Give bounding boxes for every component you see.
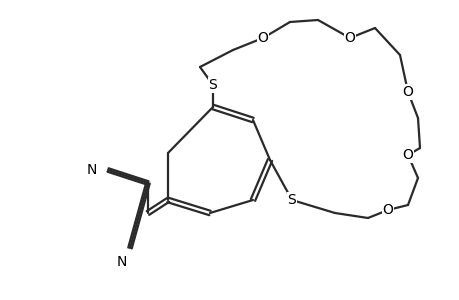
Text: O: O — [402, 85, 413, 99]
Text: O: O — [402, 148, 413, 162]
Text: S: S — [287, 193, 296, 207]
Text: N: N — [87, 163, 97, 177]
Text: O: O — [382, 203, 392, 217]
Text: O: O — [257, 31, 268, 45]
Text: S: S — [208, 78, 217, 92]
Text: O: O — [344, 31, 355, 45]
Text: N: N — [117, 255, 127, 269]
